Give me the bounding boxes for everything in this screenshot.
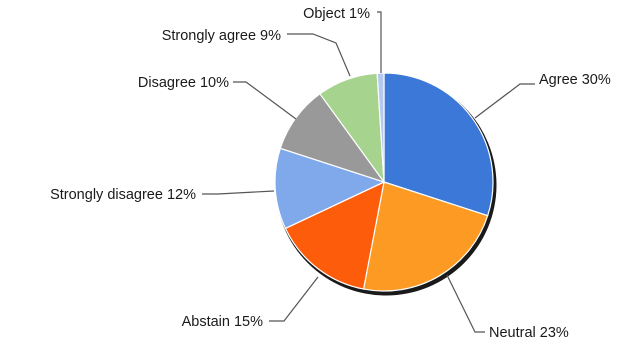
slice-label-0: Agree 30% — [539, 72, 611, 88]
leader-line-6 — [377, 11, 382, 73]
pie-slice-object-6 — [376, 72, 385, 183]
slice-label-5: Strongly agree 9% — [162, 28, 281, 44]
pie-slice-abstain-2 — [284, 180, 385, 290]
leader-line-5 — [287, 33, 351, 77]
leader-line-0 — [474, 83, 535, 119]
leader-line-4 — [233, 81, 297, 120]
slice-label-6: Object 1% — [303, 6, 370, 22]
pie-slice-agree-0 — [383, 72, 494, 217]
pie-slices — [274, 72, 494, 292]
pie-slice-neutral-1 — [362, 181, 489, 292]
slice-labels: Agree 30% Neutral 23% Abstain 15% Strongly … — [50, 6, 611, 341]
slice-label-4: Disagree 10% — [138, 75, 229, 91]
leader-line-2 — [269, 276, 319, 322]
pie-slice-strongly-3 — [274, 147, 386, 230]
slice-label-1: Neutral 23% — [489, 325, 569, 341]
slice-label-2: Abstain 15% — [182, 314, 264, 330]
leader-line-1 — [446, 274, 485, 333]
leader-line-3 — [202, 190, 275, 195]
slice-label-3: Strongly disagree 12% — [50, 187, 196, 203]
leader-lines — [202, 11, 535, 333]
